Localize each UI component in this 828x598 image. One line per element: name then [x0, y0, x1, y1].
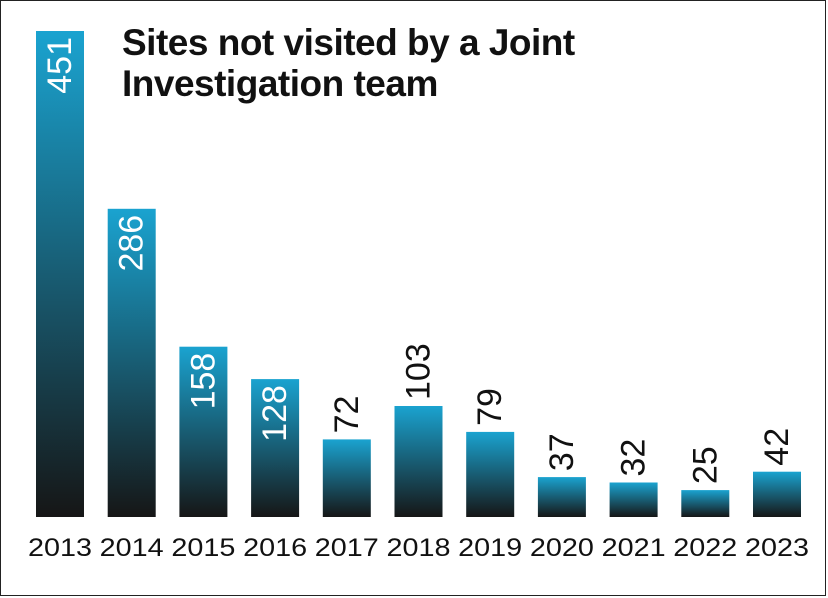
data-label-2021: 32	[615, 439, 653, 477]
x-tick-label-2023: 2023	[745, 534, 809, 562]
data-label-2019: 79	[471, 388, 509, 426]
bar-2018	[394, 406, 443, 517]
data-label-2022: 25	[686, 446, 724, 484]
x-tick-label-2021: 2021	[602, 534, 666, 562]
data-label-2014: 286	[113, 215, 151, 272]
x-tick-label-2014: 2014	[100, 534, 164, 562]
data-label-2020: 37	[543, 433, 581, 471]
bar-2013	[36, 31, 84, 517]
data-label-2015: 158	[184, 353, 222, 410]
bar-2022	[681, 490, 730, 517]
bars-group: 451 286 158 128 72 103 79 37 32 25 42	[36, 31, 801, 518]
bar-2023	[753, 471, 801, 517]
x-tick-label-2019: 2019	[458, 534, 522, 562]
bar-2017	[322, 439, 371, 517]
x-tick-label-2017: 2017	[315, 534, 379, 562]
x-tick-label-2013: 2013	[28, 534, 92, 562]
data-label-2018: 103	[400, 343, 438, 400]
x-tick-label-2015: 2015	[171, 534, 235, 562]
bar-2021	[609, 482, 658, 517]
data-label-2016: 128	[256, 385, 294, 442]
x-axis-ticks: 2013 2014 2015 2016 2017 2018 2019 2020 2021 2022…	[28, 534, 809, 562]
bar-2016	[251, 379, 300, 517]
bar-2015	[179, 346, 228, 517]
bar-2014	[107, 208, 156, 518]
bar-2019	[466, 431, 515, 517]
x-tick-label-2018: 2018	[387, 534, 451, 562]
data-label-2013: 451	[41, 37, 79, 94]
x-tick-label-2020: 2020	[530, 534, 594, 562]
chart-title: Sites not visited by a Joint Investigati…	[122, 22, 575, 104]
x-tick-label-2022: 2022	[673, 534, 737, 562]
bar-2020	[537, 477, 586, 517]
x-tick-label-2016: 2016	[243, 534, 307, 562]
data-label-2017: 72	[328, 396, 366, 434]
data-label-2023: 42	[758, 428, 796, 466]
